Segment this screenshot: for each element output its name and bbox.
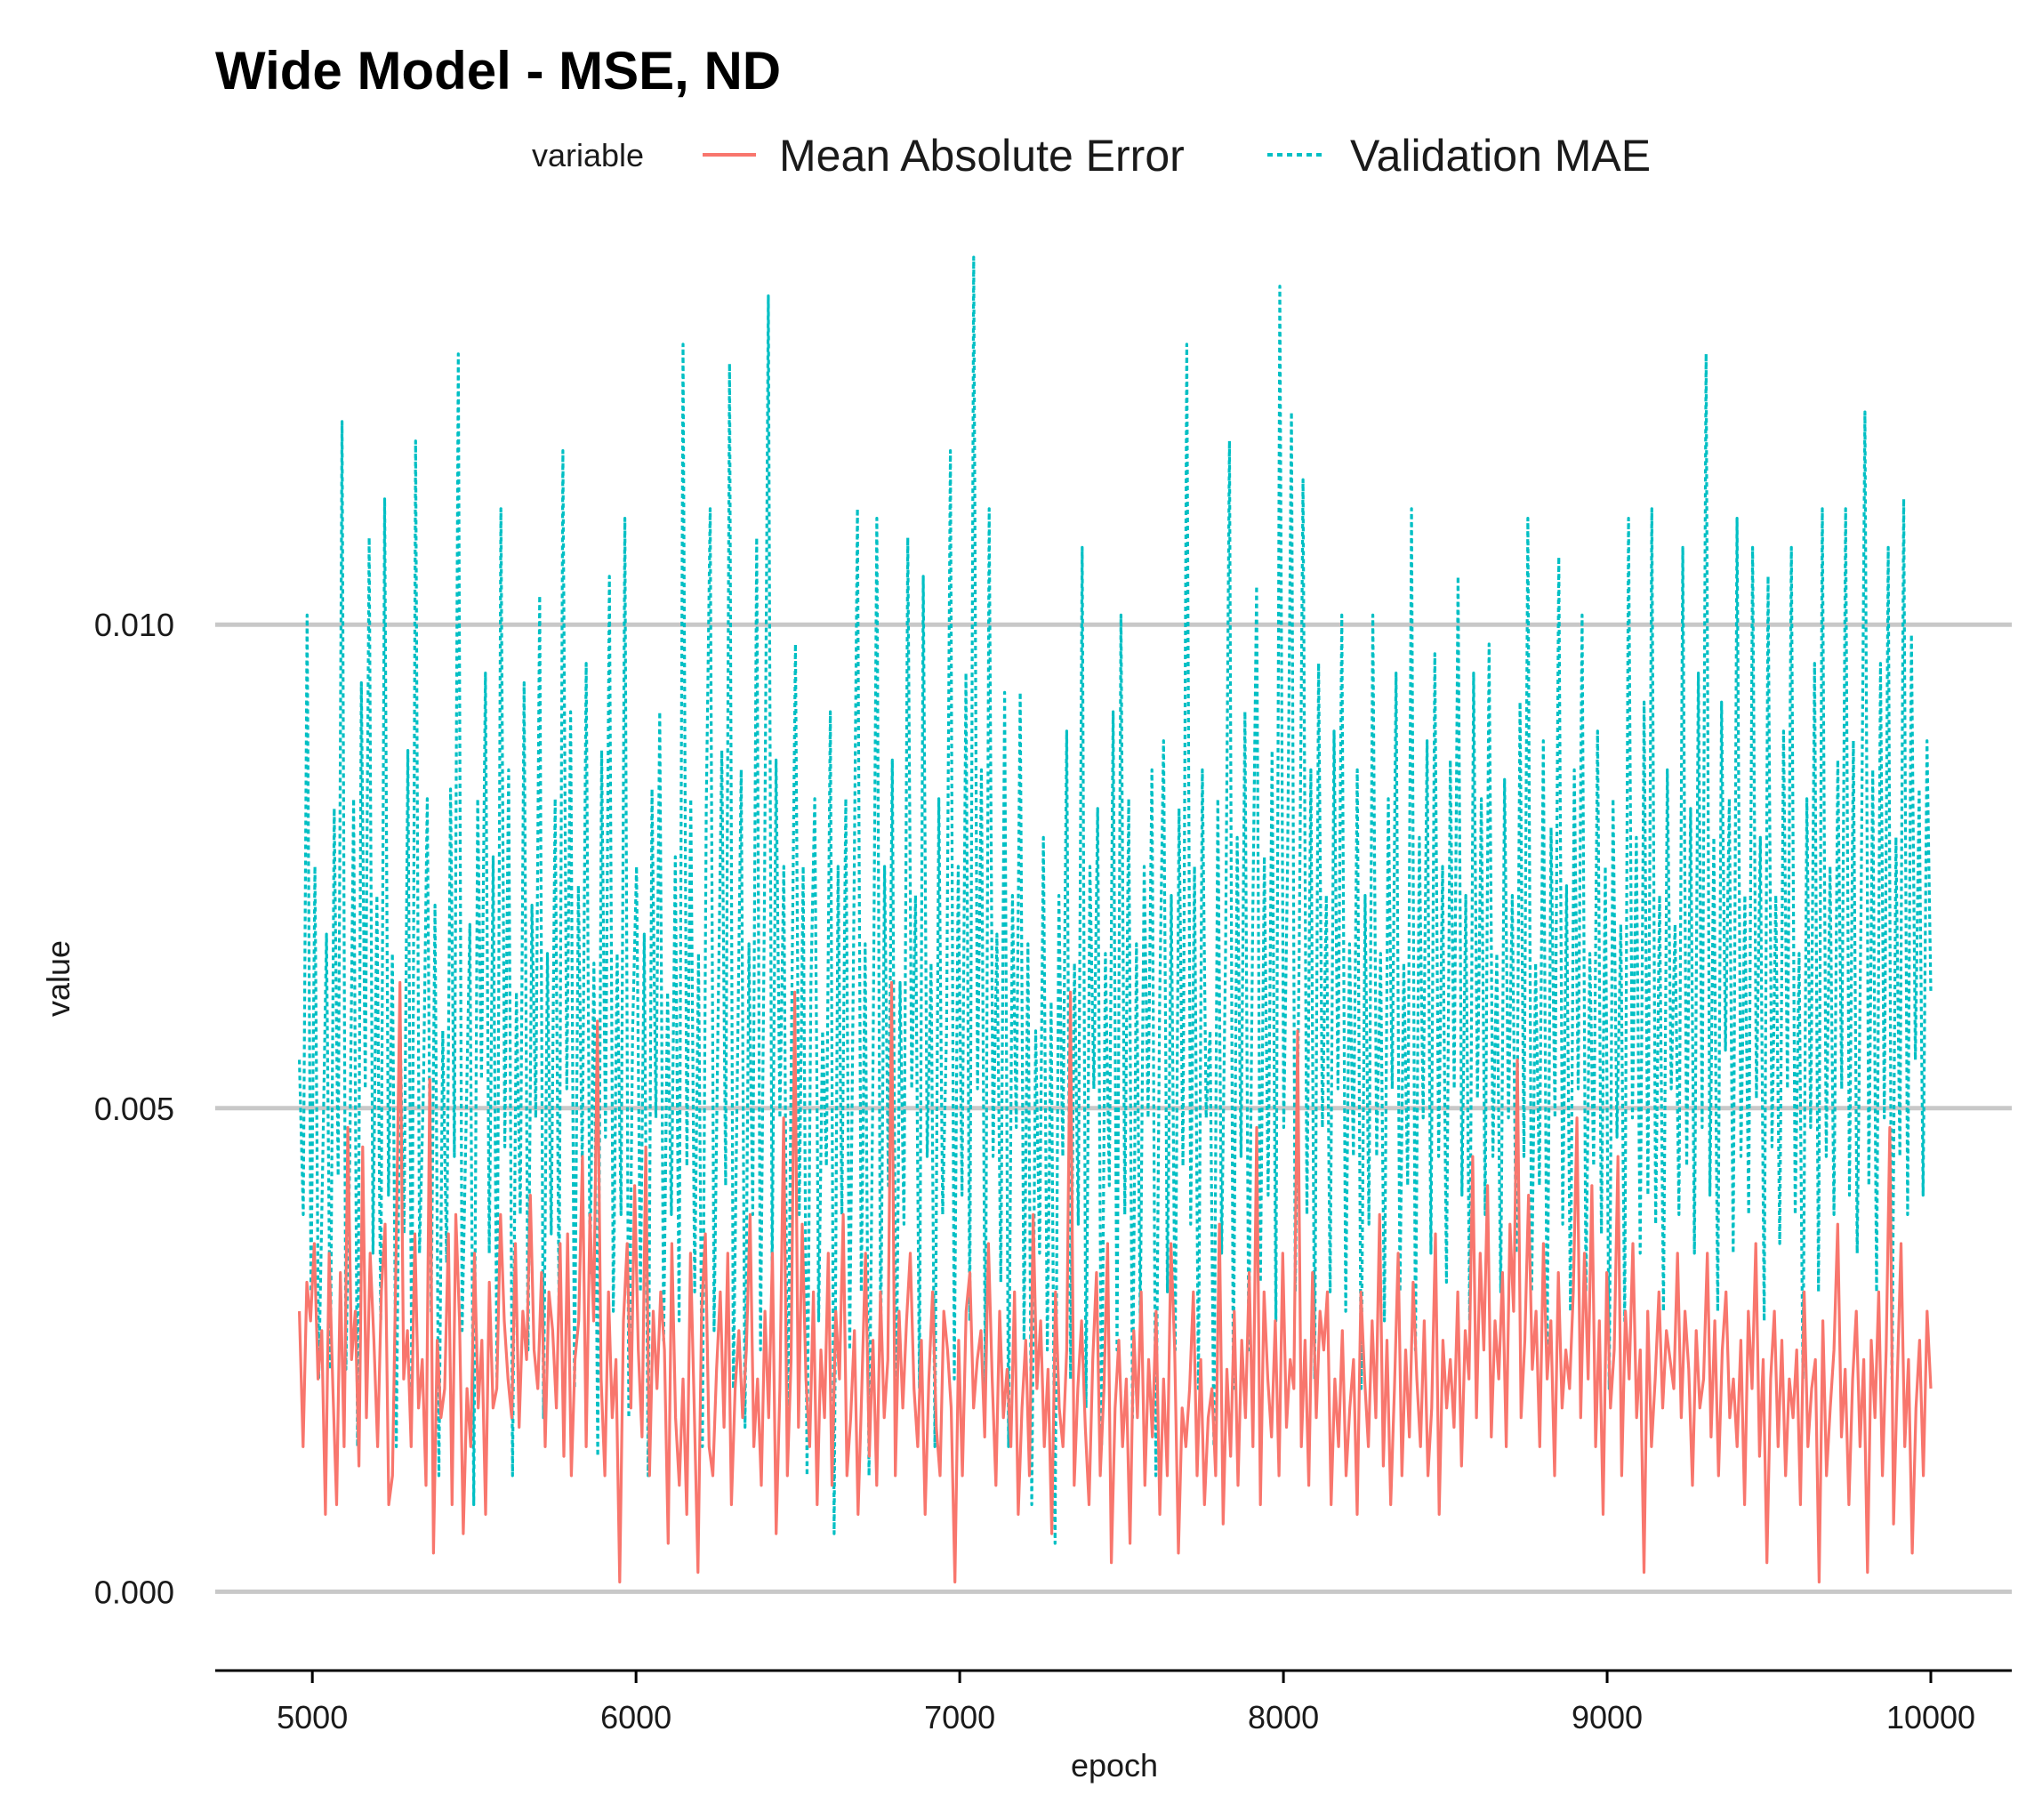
y-tick-label: 0.010 bbox=[94, 607, 174, 643]
legend-label-validation-mae: Validation MAE bbox=[1350, 131, 1651, 181]
chart-title: Wide Model - MSE, ND bbox=[215, 41, 781, 101]
legend-label-mean-absolute-error: Mean Absolute Error bbox=[779, 131, 1185, 181]
series-line-validation-mae bbox=[298, 255, 1933, 1545]
x-axis-title: epoch bbox=[1071, 1747, 1158, 1784]
y-tick-label: 0.005 bbox=[94, 1091, 174, 1127]
x-tick-label: 9000 bbox=[1572, 1699, 1643, 1735]
gridlines: 0.000 0.005 0.010 bbox=[94, 607, 2012, 1610]
legend: variable Mean Absolute Error Validation … bbox=[532, 131, 1651, 181]
y-axis-title: value bbox=[40, 940, 76, 1017]
series-layer bbox=[298, 255, 1933, 1584]
x-tick-label: 8000 bbox=[1248, 1699, 1319, 1735]
y-tick-label: 0.000 bbox=[94, 1574, 174, 1610]
x-tick-label: 7000 bbox=[924, 1699, 995, 1735]
x-tick-label: 5000 bbox=[277, 1699, 348, 1735]
series-line-mean-absolute-error bbox=[298, 980, 1933, 1584]
legend-title: variable bbox=[532, 137, 644, 173]
axes: 5000 6000 7000 8000 9000 10000 bbox=[215, 1669, 2012, 1735]
x-tick-label: 10000 bbox=[1886, 1699, 1975, 1735]
x-tick-label: 6000 bbox=[600, 1699, 671, 1735]
